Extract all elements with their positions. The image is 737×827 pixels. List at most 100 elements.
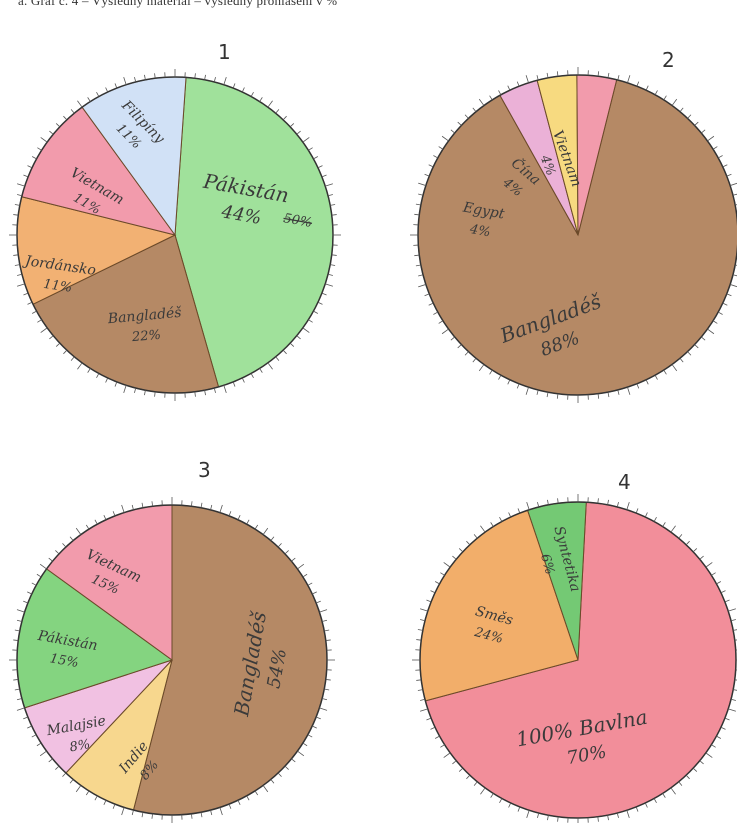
pie2-tick-9 [713, 321, 717, 324]
pie3-tick-23 [191, 814, 192, 819]
pie1-tick-65 [77, 101, 82, 107]
pie2-tick-5 [730, 284, 737, 286]
pie3-tick-97 [324, 630, 329, 631]
pie3-tick-30 [122, 807, 124, 815]
pie4-tick-29 [537, 813, 538, 818]
pie2-tick-91 [713, 147, 717, 150]
pie1-tick-23 [195, 392, 196, 397]
pie2-tick-52 [414, 214, 419, 215]
pie3-tick-93 [312, 592, 317, 594]
pie2-tick-12 [695, 345, 699, 348]
pie2-tick-80 [627, 75, 629, 83]
pie2-tick-62 [458, 122, 462, 125]
pie2-tick-42 [433, 312, 437, 314]
pie4-tick-62 [459, 548, 463, 551]
pie2-tick-44 [425, 294, 430, 296]
pie3-tick-73 [152, 501, 153, 506]
pie2-tick-58 [433, 156, 437, 158]
pie1-tick-58 [32, 156, 36, 158]
pie1-tick-72 [144, 75, 145, 80]
pie4-tick-88 [693, 548, 697, 551]
pie2-tick-92 [718, 156, 722, 158]
pie4-tick-70 [527, 502, 529, 510]
pie2-tick-57 [429, 165, 434, 167]
pie2-tick-71 [537, 75, 538, 80]
pie4-tick-41 [440, 745, 444, 748]
pie2-tick-29 [537, 390, 538, 395]
pie2-tick-30 [526, 387, 528, 395]
pie2-tick-13 [688, 352, 691, 356]
pie2-tick-14 [680, 358, 683, 362]
pie2-tick-47 [416, 265, 421, 266]
pie3-tick-35 [76, 785, 81, 791]
pie3-tick-29 [132, 810, 133, 815]
pie3-tick-80 [220, 505, 222, 513]
pie4-tick-58 [435, 581, 439, 583]
pie3-tick-95 [319, 610, 327, 612]
pie3-tick-38 [55, 766, 59, 769]
pie1-tick-96 [328, 194, 333, 195]
pie1-tick-43 [28, 302, 33, 304]
pie3-tick-33 [95, 796, 97, 800]
pie4-tick-43 [431, 727, 436, 729]
pie1-tick-34 [88, 368, 91, 372]
pie3-tick-64 [70, 537, 73, 541]
pie1-tick-55 [17, 184, 25, 186]
pie2-tick-20 [627, 387, 629, 395]
pie4-tick-71 [537, 502, 538, 507]
pie2-tick-69 [517, 82, 519, 87]
pie2-tick-31 [517, 384, 519, 389]
pie1-tick-56 [23, 175, 28, 177]
pie3-tick-56 [23, 601, 28, 603]
pie4-tick-59 [440, 573, 444, 576]
pie1-tick-68 [106, 88, 108, 93]
pie1-tick-64 [71, 109, 74, 113]
pie3-tick-31 [113, 804, 115, 809]
pie3-tick-5 [319, 708, 327, 710]
pie1-tick-87 [283, 116, 286, 120]
pie1-tick-6 [322, 293, 327, 295]
pie1-tick-79 [214, 77, 215, 82]
pie1-tick-44 [23, 293, 28, 295]
pie4-tick-22 [608, 815, 609, 820]
pie1-tick-27 [155, 392, 156, 397]
pie3-tick-83 [247, 520, 249, 524]
pie1-tick-10 [303, 328, 309, 333]
pie4-tick-10 [706, 753, 712, 758]
pie3-tick-40 [40, 751, 46, 756]
pie1-tick-9 [308, 320, 312, 323]
pie3-tick-21 [211, 810, 212, 815]
pie2-tick-77 [598, 71, 599, 76]
pie4-tick-12 [693, 768, 697, 771]
pie4-tick-36 [474, 782, 477, 786]
pie3-tick-88 [285, 550, 289, 553]
pie2-tick-64 [473, 108, 476, 112]
pie2-tick-17 [655, 375, 657, 379]
pie1-tick-84 [260, 97, 263, 101]
pie1-tick-5 [325, 284, 333, 286]
figure-caption: a. Graf č. 4 – Výsledný materiál – výsle… [18, 0, 718, 10]
pie3-tick-6 [316, 717, 321, 719]
pie4-tick-68 [509, 513, 511, 518]
pie4-tick-69 [518, 508, 520, 513]
pie1-tick-2 [332, 255, 337, 256]
pie3-tick-52 [13, 640, 18, 641]
pie4-tick-89 [700, 556, 704, 559]
pie1-tick-69 [115, 83, 117, 88]
pie4-tick-15 [671, 788, 676, 794]
pie1-tick-15 [268, 363, 273, 369]
pie4-tick-78 [608, 500, 609, 505]
pie1-tick-97 [330, 204, 335, 205]
pie4-tick-7 [721, 727, 726, 729]
pie3-tick-70 [122, 505, 124, 513]
pie2-tick-90 [707, 136, 713, 141]
pie2-tick-95 [730, 183, 737, 185]
pie3-tick-91 [303, 574, 307, 577]
pie2-tick-55 [418, 183, 426, 185]
pie2-tick-81 [637, 82, 639, 87]
pie2-tick-33 [499, 375, 501, 379]
pie3-tick-16 [255, 791, 258, 795]
pie4-tick-60 [444, 562, 450, 567]
